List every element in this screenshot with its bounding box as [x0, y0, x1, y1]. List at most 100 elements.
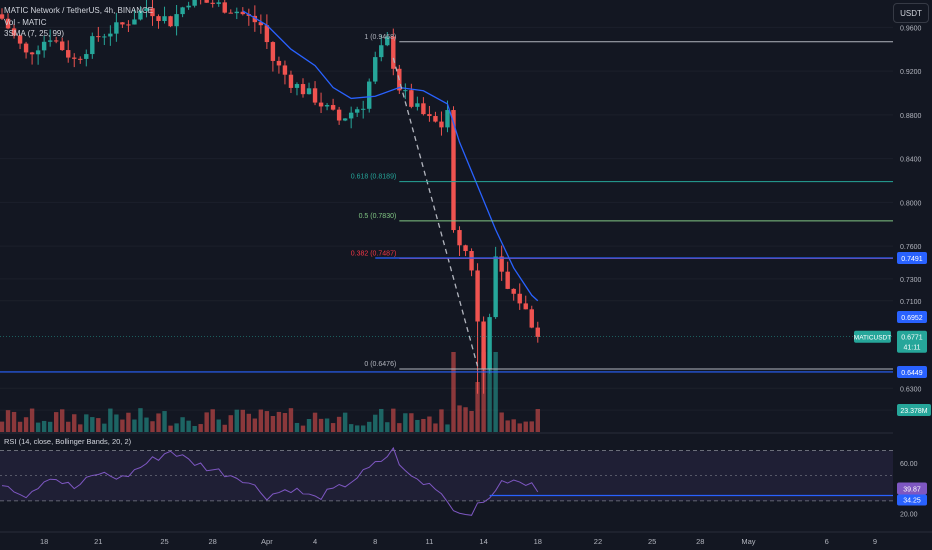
volume-bar — [198, 424, 203, 432]
candle-body — [294, 84, 300, 88]
candle-body — [409, 90, 414, 107]
time-tick-label: 21 — [94, 537, 102, 546]
candle-body — [132, 19, 137, 25]
candles-group — [0, 0, 540, 394]
candle-body — [282, 65, 288, 75]
volume-bar — [132, 419, 137, 432]
volume-bar — [5, 410, 11, 432]
volume-bar — [523, 421, 528, 432]
volume-bar — [84, 414, 89, 432]
volume-bar — [23, 417, 29, 432]
candle-body — [240, 11, 245, 15]
volume-bar — [252, 418, 258, 432]
volume-bar — [469, 410, 474, 432]
volume-bar — [505, 420, 510, 432]
candle-body — [276, 60, 282, 66]
candle-body — [90, 36, 95, 55]
volume-bar — [264, 411, 270, 432]
volume-bar — [126, 412, 131, 432]
candle-body — [72, 57, 77, 59]
horizontal-line-price-tag — [897, 365, 927, 378]
candle-body — [144, 8, 149, 11]
volume-bar — [439, 409, 444, 432]
candle-body — [0, 14, 5, 19]
price-tick-label: 0.9600 — [900, 25, 922, 32]
sma-price-tag — [897, 310, 927, 323]
currency-button[interactable]: USDT — [893, 3, 929, 23]
time-tick-label: 4 — [313, 537, 317, 546]
candle-body — [312, 88, 318, 103]
volume-bar — [29, 408, 35, 432]
volume-bar — [258, 409, 264, 432]
candle-body — [192, 0, 197, 6]
volume-bar — [138, 408, 143, 432]
volume-bar — [78, 424, 83, 432]
candle-body — [499, 256, 504, 272]
volume-bar — [427, 416, 432, 432]
symbol-title[interactable]: MATIC Network / TetherUS, 4h, BINANCE — [4, 6, 154, 15]
volume-bar — [336, 416, 342, 432]
volume-bar — [415, 419, 420, 432]
candle-body — [156, 16, 161, 22]
volume-indicator-title[interactable]: Vol - MATIC — [4, 17, 47, 27]
volume-bar — [348, 424, 354, 432]
fib-level-label: 1 (0.9468) — [364, 34, 396, 41]
candle-body — [258, 22, 264, 26]
candle-body — [481, 321, 486, 369]
candle-body — [336, 109, 342, 121]
candle-body — [186, 5, 191, 8]
candle-body — [300, 84, 306, 95]
candle-body — [5, 18, 11, 29]
volume-bar — [361, 425, 366, 432]
volume-bar — [108, 408, 113, 432]
volume-bar — [156, 413, 161, 432]
candle-body — [391, 36, 396, 69]
price-tick-label: 0.8400 — [900, 157, 922, 164]
volume-bar — [72, 414, 77, 432]
volume-bar — [282, 413, 288, 432]
candle-body — [204, 0, 209, 3]
volume-tag-label: 23.378M — [900, 408, 927, 415]
volume-bar — [90, 417, 95, 432]
volume-bar — [270, 416, 276, 432]
volume-bar — [11, 411, 17, 432]
volume-bar — [41, 420, 47, 432]
candle-body — [114, 22, 119, 34]
volume-bar — [60, 409, 65, 432]
price-tick-label: 0.7300 — [900, 277, 922, 284]
sma-indicator-title[interactable]: 3SMA (7, 25, 99) — [4, 29, 65, 38]
volume-bar — [463, 407, 468, 432]
volume-bar — [47, 421, 53, 432]
candle-body — [354, 109, 360, 113]
time-tick-label: 11 — [426, 537, 434, 546]
candle-body — [421, 103, 426, 115]
symbol-tag — [854, 330, 891, 343]
volume-bar — [493, 352, 498, 432]
volume-bar — [481, 352, 486, 432]
volume-bar — [475, 382, 480, 432]
candle-body — [517, 293, 522, 304]
candle-body — [180, 7, 185, 15]
volume-bar — [354, 425, 360, 432]
price-tick-label: 0.7600 — [900, 244, 922, 251]
candle-body — [84, 54, 89, 59]
candle-body — [469, 251, 474, 271]
volume-group — [0, 352, 540, 432]
volume-bar — [499, 412, 504, 432]
symbol-tag-label: MATICUSDT — [854, 335, 891, 342]
candle-body — [126, 24, 131, 26]
volume-bar — [330, 423, 336, 432]
horizontal-line-price-label: 0.7491 — [901, 256, 923, 263]
rsi-tick-label: 60.00 — [900, 461, 918, 468]
price-tick-label: 0.9200 — [900, 69, 922, 76]
rsi-last-tag — [897, 482, 927, 495]
candle-body — [324, 105, 330, 107]
horizontal-line-price-tag — [897, 251, 927, 264]
volume-bar — [385, 422, 390, 432]
candle-body — [342, 118, 348, 121]
candle-body — [439, 121, 444, 128]
candle-body — [47, 40, 53, 42]
horizontal-line-price-label: 0.6449 — [901, 370, 923, 377]
